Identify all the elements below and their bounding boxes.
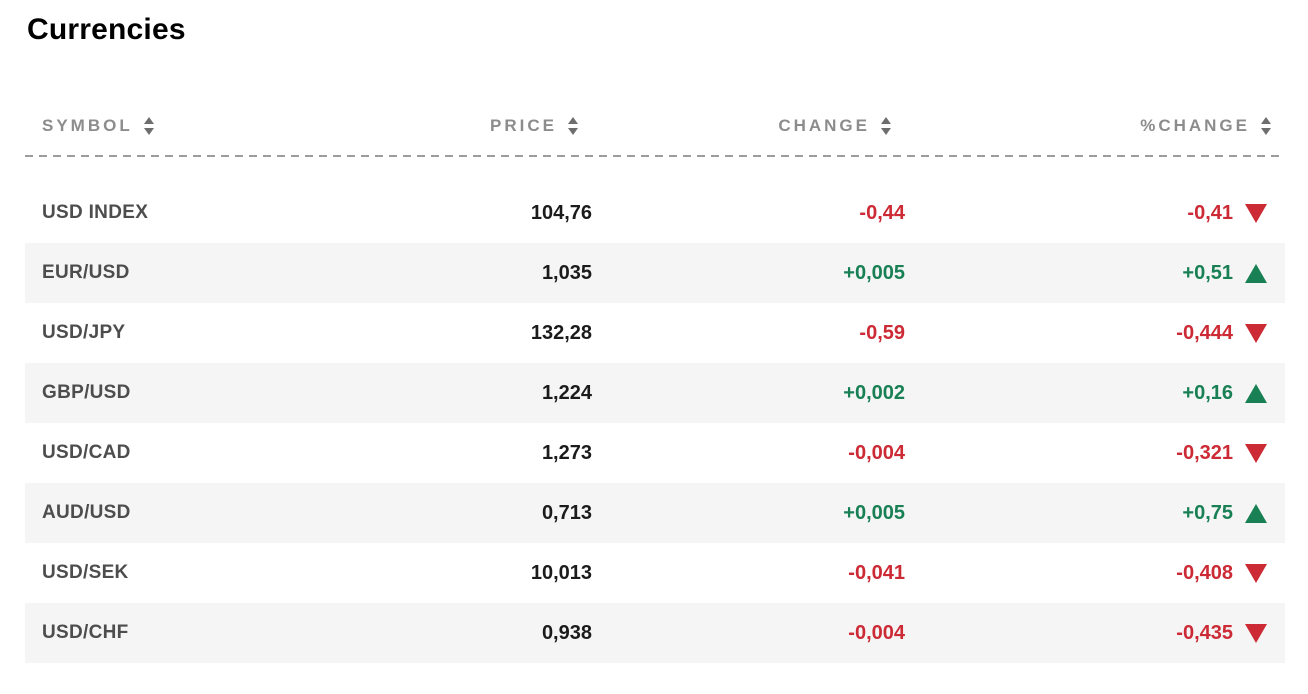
column-header-label: SYMBOL: [42, 116, 133, 135]
page-title: Currencies: [27, 13, 186, 46]
pct-change-cell: -0,321: [905, 442, 1285, 465]
pct-change-value: -0,321: [1176, 441, 1233, 464]
change-value: +0,005: [843, 261, 905, 284]
column-header-change[interactable]: CHANGE: [592, 116, 905, 136]
change-value: -0,004: [848, 621, 905, 644]
table-row: USD/SEK 10,013 -0,041 -0,408: [25, 543, 1285, 603]
table-row: USD/JPY 132,28 -0,59 -0,444: [25, 303, 1285, 363]
pct-change-value: -0,435: [1176, 621, 1233, 644]
pct-change-value: -0,41: [1187, 201, 1233, 224]
pct-change-value: -0,408: [1176, 561, 1233, 584]
triangle-down-icon: [1245, 443, 1267, 463]
triangle-up-icon: [1245, 503, 1267, 523]
pct-change-cell: -0,435: [905, 622, 1285, 645]
symbol-cell[interactable]: USD/SEK: [42, 562, 129, 583]
price-value: 1,273: [541, 441, 592, 464]
change-value: +0,005: [843, 501, 905, 524]
table-row: USD/CHF 0,938 -0,004 -0,435: [25, 603, 1285, 663]
pct-change-cell: +0,51: [905, 262, 1285, 285]
sort-arrows-icon[interactable]: [881, 117, 891, 135]
price-value: 1,035: [541, 261, 592, 284]
price-value: 0,938: [541, 621, 592, 644]
table-body: USD INDEX 104,76 -0,44 -0,41 EUR/USD 1,035 +0,…: [25, 183, 1285, 663]
triangle-down-icon: [1245, 563, 1267, 583]
column-header-label: CHANGE: [778, 116, 870, 135]
price-value: 104,76: [530, 201, 592, 224]
sort-arrows-icon[interactable]: [143, 117, 154, 135]
pct-change-value: +0,16: [1182, 381, 1233, 404]
change-value: -0,004: [848, 441, 905, 464]
symbol-cell[interactable]: EUR/USD: [42, 262, 130, 283]
triangle-down-icon: [1245, 203, 1267, 223]
column-header-pct-change[interactable]: %CHANGE: [905, 116, 1285, 136]
symbol-cell[interactable]: USD/CAD: [42, 442, 131, 463]
pct-change-cell: +0,16: [905, 382, 1285, 405]
currencies-table: SYMBOL PRICE CHANGE %CHANGE USD INDEX 104…: [25, 97, 1285, 663]
price-value: 10,013: [530, 561, 592, 584]
price-value: 1,224: [541, 381, 592, 404]
pct-change-cell: -0,408: [905, 562, 1285, 585]
table-row: USD INDEX 104,76 -0,44 -0,41: [25, 183, 1285, 243]
pct-change-value: +0,51: [1182, 261, 1233, 284]
table-row: EUR/USD 1,035 +0,005 +0,51: [25, 243, 1285, 303]
table-row: AUD/USD 0,713 +0,005 +0,75: [25, 483, 1285, 543]
table-row: USD/CAD 1,273 -0,004 -0,321: [25, 423, 1285, 483]
header-divider: [25, 155, 1285, 157]
triangle-up-icon: [1245, 383, 1267, 403]
column-header-label: %CHANGE: [1140, 116, 1250, 135]
symbol-cell[interactable]: USD/CHF: [42, 622, 129, 643]
change-value: -0,59: [859, 321, 905, 344]
pct-change-cell: +0,75: [905, 502, 1285, 525]
sort-arrows-icon[interactable]: [1261, 117, 1271, 135]
symbol-cell[interactable]: AUD/USD: [42, 502, 131, 523]
symbol-cell[interactable]: USD INDEX: [42, 202, 149, 223]
change-value: +0,002: [843, 381, 905, 404]
pct-change-cell: -0,444: [905, 322, 1285, 345]
sort-arrows-icon[interactable]: [568, 117, 578, 135]
pct-change-value: +0,75: [1182, 501, 1233, 524]
price-value: 132,28: [530, 321, 592, 344]
price-value: 0,713: [541, 501, 592, 524]
symbol-cell[interactable]: USD/JPY: [42, 322, 126, 343]
column-header-price[interactable]: PRICE: [345, 116, 592, 136]
pct-change-value: -0,444: [1176, 321, 1233, 344]
symbol-cell[interactable]: GBP/USD: [42, 382, 131, 403]
triangle-down-icon: [1245, 623, 1267, 643]
triangle-down-icon: [1245, 323, 1267, 343]
column-header-label: PRICE: [490, 116, 557, 135]
pct-change-cell: -0,41: [905, 202, 1285, 225]
table-row: GBP/USD 1,224 +0,002 +0,16: [25, 363, 1285, 423]
column-header-symbol[interactable]: SYMBOL: [25, 116, 345, 136]
change-value: -0,041: [848, 561, 905, 584]
table-header-row: SYMBOL PRICE CHANGE %CHANGE: [25, 97, 1285, 155]
change-value: -0,44: [859, 201, 905, 224]
triangle-up-icon: [1245, 263, 1267, 283]
